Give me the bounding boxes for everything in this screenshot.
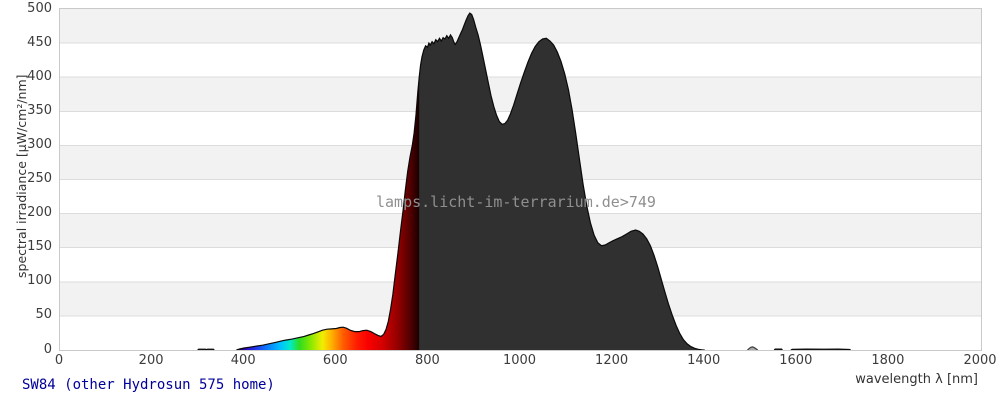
y-tick-label: 350 xyxy=(27,102,52,118)
uv-emission-outline xyxy=(197,348,215,350)
y-tick-label: 250 xyxy=(27,171,52,186)
y-tick-label: 450 xyxy=(27,34,52,50)
ir-bump-1500-area xyxy=(747,346,758,350)
y-tick-label: 500 xyxy=(27,0,52,16)
ir-bump-1500-outline xyxy=(747,346,759,350)
x-tick-label: 1400 xyxy=(687,353,721,368)
watermark: lamps.licht-im-terrarium.de>749 xyxy=(376,193,656,211)
y-tick-label: 50 xyxy=(35,307,52,323)
x-tick-label: 1800 xyxy=(871,353,905,368)
x-tick-label: 600 xyxy=(322,353,348,368)
x-tick-label: 1000 xyxy=(502,353,537,368)
x-tick-label: 200 xyxy=(138,353,164,368)
x-tick-label: 0 xyxy=(54,353,64,368)
x-tick-label: 400 xyxy=(230,353,256,368)
y-tick-label: 400 xyxy=(27,68,52,84)
x-tick-label: 800 xyxy=(414,353,440,368)
x-tick-label: 1600 xyxy=(779,353,813,368)
plot-area: lamps.licht-im-terrarium.de>749 xyxy=(59,8,982,351)
y-tick-label: 0 xyxy=(43,341,52,357)
y-tick-label: 300 xyxy=(27,136,52,152)
main-spectrum-outline xyxy=(236,12,705,350)
y-tick-label: 150 xyxy=(27,239,52,255)
spectrum-svg xyxy=(60,12,981,350)
main-spectrum-area xyxy=(236,13,705,350)
ir-line-1590-1720-outline xyxy=(790,348,851,350)
x-axis-title: wavelength λ [nm] xyxy=(855,372,978,387)
y-tick-label: 200 xyxy=(27,205,52,221)
ir-dash-1560-outline xyxy=(773,348,783,350)
x-tick-label: 2000 xyxy=(963,353,997,368)
y-tick-label: 100 xyxy=(27,273,52,289)
x-tick-label: 1200 xyxy=(595,353,629,368)
chart-title: SW84 (other Hydrosun 575 home) xyxy=(22,377,275,393)
